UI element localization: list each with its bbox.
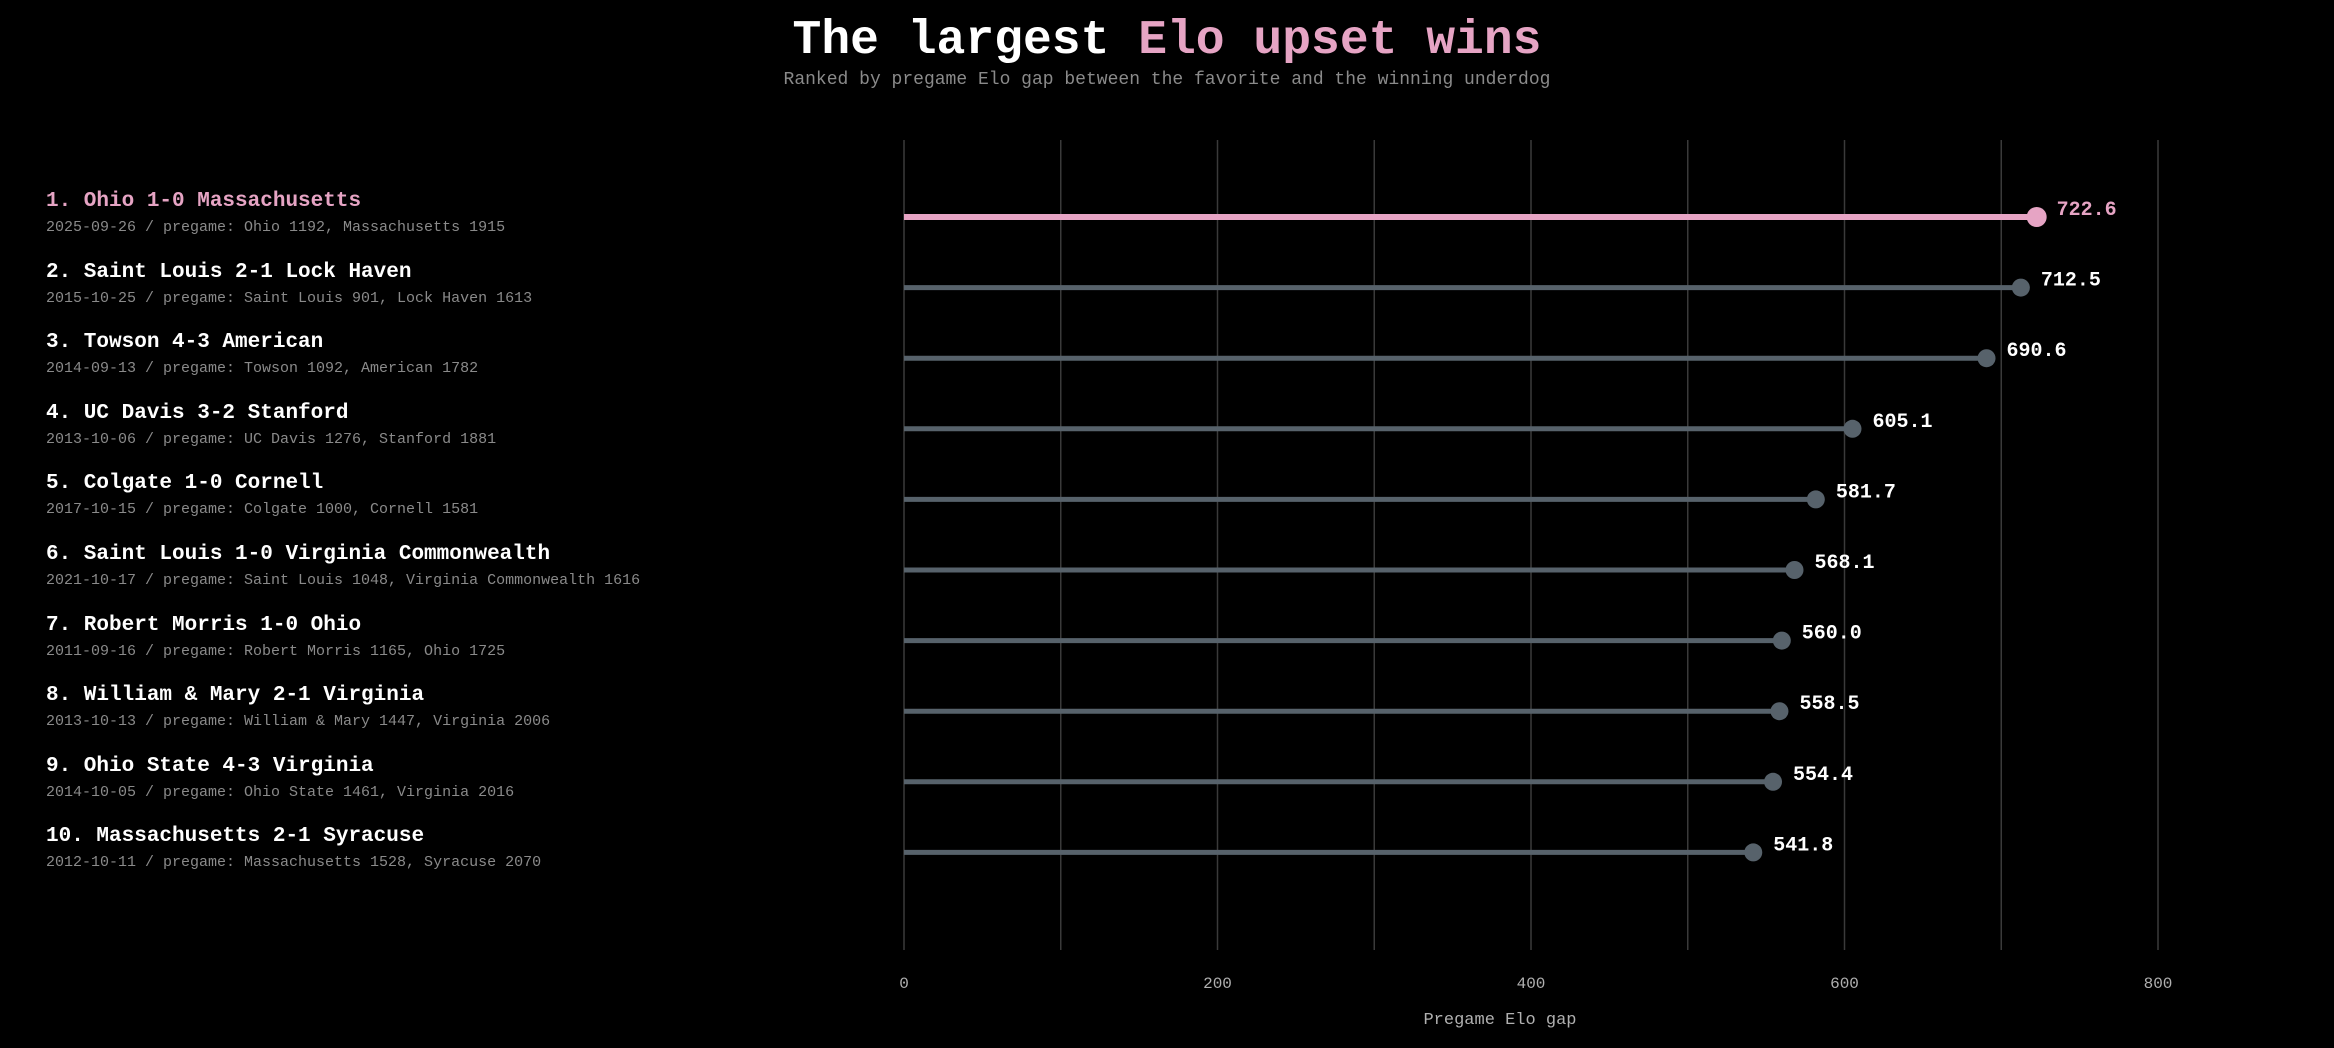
row-label: 9. Ohio State 4-3 Virginia 2014-10-05 / p…: [46, 755, 514, 801]
row-label: 4. UC Davis 3-2 Stanford 2013-10-06 / pre…: [46, 402, 496, 448]
title-accent: Elo upset wins: [1138, 14, 1542, 68]
row-title: 2. Saint Louis 2-1 Lock Haven: [46, 260, 412, 284]
lollipop-point: [1764, 772, 1783, 791]
chart-title: The largest Elo upset wins: [0, 14, 2334, 68]
lollipop-point: [1977, 349, 1996, 368]
title-prefix: The largest: [792, 14, 1139, 68]
lollipop-point: [1744, 843, 1763, 862]
row-title: 3. Towson 4-3 American: [46, 331, 324, 355]
row-detail: 2025-09-26 / pregame: Ohio 1192, Massach…: [46, 219, 506, 236]
value-label: 712.5: [2041, 270, 2101, 293]
row-title: 4. UC Davis 3-2 Stanford: [46, 401, 349, 425]
row-title: 5. Colgate 1-0 Cornell: [46, 472, 324, 496]
row-title: 8. William & Mary 2-1 Virginia: [46, 684, 425, 708]
x-tick-label: 600: [1830, 975, 1859, 993]
value-label: 554.4: [1793, 764, 1853, 787]
value-label: 568.1: [1814, 552, 1874, 575]
row-label: 7. Robert Morris 1-0 Ohio 2011-09-16 / pr…: [46, 614, 505, 660]
lollipop-point: [1772, 631, 1791, 650]
value-label: 605.1: [1872, 411, 1932, 434]
x-axis-ticks: 0 200 400 600 800: [899, 975, 2172, 993]
row-label: 6. Saint Louis 1-0 Virginia Commonwealth…: [46, 543, 640, 589]
value-label: 690.6: [2007, 340, 2067, 363]
chart-marks: 722.6 712.5 690.6 605.1 581.7 568.1 560.0 558.5…: [904, 199, 2117, 862]
value-label: 560.0: [1802, 623, 1862, 646]
lollipop-point: [1843, 419, 1862, 438]
row-label: 8. William & Mary 2-1 Virginia 2013-10-13…: [46, 684, 550, 730]
lollipop-point: [1770, 702, 1789, 721]
row-detail: 2012-10-11 / pregame: Massachusetts 1528…: [46, 854, 542, 872]
row-title: 9. Ohio State 4-3 Virginia: [46, 754, 374, 778]
value-label: 558.5: [1799, 693, 1859, 716]
row-detail: 2014-09-13 / pregame: Towson 1092, Ameri…: [46, 360, 479, 378]
x-tick-label: 800: [2144, 975, 2173, 993]
row-detail: 2017-10-15 / pregame: Colgate 1000, Corn…: [46, 501, 479, 519]
grid-lines: [903, 140, 2159, 950]
row-detail: 2013-10-13 / pregame: William & Mary 144…: [46, 713, 551, 731]
x-axis-label: Pregame Elo gap: [1423, 1011, 1576, 1030]
row-detail: 2011-09-16 / pregame: Robert Morris 1165…: [46, 642, 506, 660]
row-label: 3. Towson 4-3 American 2014-09-13 / prega…: [46, 331, 478, 377]
value-label: 581.7: [1836, 481, 1896, 504]
row-title: 1. Ohio 1-0 Massachusetts: [46, 190, 362, 213]
chart-subtitle: Ranked by pregame Elo gap between the fa…: [783, 70, 1551, 90]
x-tick-label: 0: [899, 975, 909, 993]
row-labels: 1. Ohio 1-0 Massachusetts 2025-09-26 / pr…: [46, 0, 866, 1048]
lollipop-point: [1785, 561, 1804, 579]
lollipop-point: [2026, 207, 2047, 227]
row-label: 1. Ohio 1-0 Massachusetts 2025-09-26 / pr…: [46, 190, 505, 236]
row-title: 6. Saint Louis 1-0 Virginia Commonwealth: [46, 543, 551, 566]
row-detail: 2013-10-06 / pregame: UC Davis 1276, Sta…: [46, 430, 497, 448]
row-detail: 2021-10-17 / pregame: Saint Louis 1048, …: [46, 572, 641, 589]
row-detail: 2014-10-05 / pregame: Ohio State 1461, V…: [46, 783, 515, 801]
row-detail: 2015-10-25 / pregame: Saint Louis 901, L…: [46, 289, 533, 307]
value-label: 722.6: [2057, 199, 2117, 222]
x-tick-label: 200: [1203, 975, 1232, 993]
row-title: 7. Robert Morris 1-0 Ohio: [46, 613, 362, 637]
value-label: 541.8: [1773, 834, 1833, 857]
lollipop-point: [1806, 490, 1825, 509]
row-label: 10. Massachusetts 2-1 Syracuse 2012-10-11…: [46, 825, 541, 871]
lollipop-point: [2011, 278, 2030, 297]
row-title: 10. Massachusetts 2-1 Syracuse: [46, 825, 425, 849]
row-label: 5. Colgate 1-0 Cornell 2017-10-15 / prega…: [46, 472, 478, 518]
x-tick-label: 400: [1517, 975, 1546, 993]
row-label: 2. Saint Louis 2-1 Lock Haven 2015-10-25 …: [46, 261, 532, 307]
